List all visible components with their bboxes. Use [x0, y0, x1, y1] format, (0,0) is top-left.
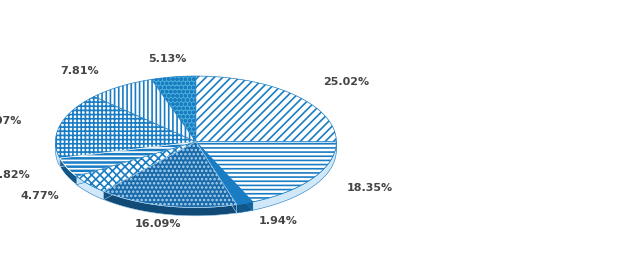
Polygon shape — [94, 79, 196, 142]
Polygon shape — [104, 142, 237, 207]
Polygon shape — [76, 176, 104, 200]
Text: 1.94%: 1.94% — [258, 216, 298, 226]
Polygon shape — [237, 202, 253, 213]
Polygon shape — [196, 142, 336, 150]
Polygon shape — [76, 142, 196, 191]
Polygon shape — [196, 142, 336, 202]
Polygon shape — [56, 96, 196, 158]
Polygon shape — [104, 191, 237, 216]
Text: 5.13%: 5.13% — [148, 54, 186, 64]
Polygon shape — [60, 142, 196, 176]
Polygon shape — [60, 142, 196, 166]
Polygon shape — [196, 142, 253, 205]
Text: 4.82%: 4.82% — [0, 170, 30, 180]
Polygon shape — [253, 142, 336, 210]
Polygon shape — [60, 142, 196, 166]
Polygon shape — [104, 142, 196, 200]
Text: 7.81%: 7.81% — [61, 66, 99, 76]
Polygon shape — [196, 142, 237, 213]
Text: 16.07%: 16.07% — [0, 116, 22, 126]
Polygon shape — [196, 142, 253, 210]
Polygon shape — [196, 142, 253, 210]
Polygon shape — [104, 142, 196, 200]
Polygon shape — [152, 76, 196, 142]
Text: 16.09%: 16.09% — [135, 219, 181, 229]
Text: 4.77%: 4.77% — [20, 191, 59, 201]
Polygon shape — [196, 76, 336, 142]
Text: 25.02%: 25.02% — [323, 77, 369, 87]
Polygon shape — [76, 142, 196, 185]
Polygon shape — [196, 142, 237, 213]
Text: 18.35%: 18.35% — [346, 183, 392, 193]
Polygon shape — [56, 143, 60, 166]
Polygon shape — [196, 142, 336, 150]
Polygon shape — [60, 158, 76, 185]
Polygon shape — [76, 142, 196, 185]
